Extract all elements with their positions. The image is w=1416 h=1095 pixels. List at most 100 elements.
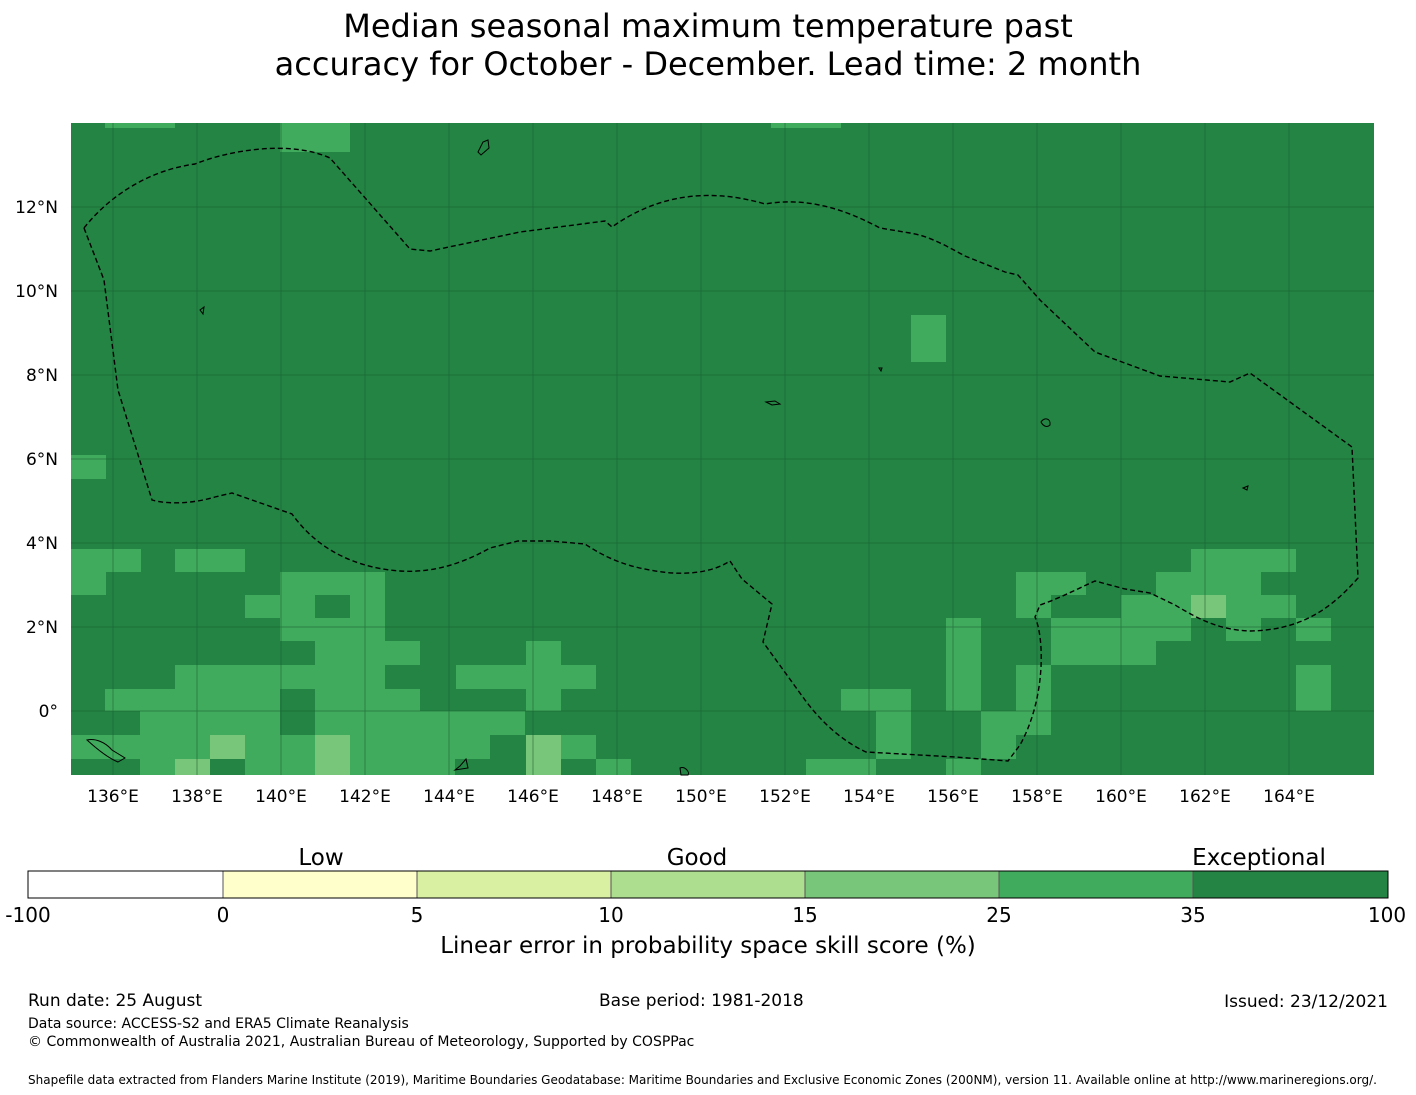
- y-tick-label: 6°N: [26, 450, 58, 470]
- x-tick-label: 158°E: [1011, 787, 1063, 807]
- colorbar-outline: [27, 870, 1389, 899]
- eez-boundary-north: [83, 147, 1359, 762]
- colorbar-tick-label: 10: [598, 903, 624, 927]
- colorbar-tick-label: 15: [792, 903, 818, 927]
- skill-cell: [526, 641, 561, 665]
- skill-cell: [1016, 572, 1086, 595]
- x-tick-label: 136°E: [87, 787, 139, 807]
- skill-cell: [315, 711, 525, 735]
- y-tick-label: 12°N: [15, 198, 58, 218]
- eez-boundary-png-edge: [83, 227, 105, 281]
- x-tick-label: 162°E: [1179, 787, 1231, 807]
- skill-cell: [140, 711, 280, 735]
- issued-date: Issued: 23/12/2021: [1224, 992, 1388, 1012]
- y-tick-label: 0°: [39, 702, 58, 722]
- colorbar-label: Linear error in probability space skill …: [440, 933, 976, 959]
- skill-cell: [140, 759, 175, 775]
- x-tick-label: 160°E: [1095, 787, 1147, 807]
- map-title-line-2: accuracy for October - December. Lead ti…: [274, 45, 1142, 83]
- skill-cell: [175, 759, 210, 775]
- skill-cell: [876, 711, 911, 759]
- skill-cell: [105, 123, 175, 128]
- skill-cell: [350, 595, 385, 618]
- skill-cell: [105, 689, 280, 711]
- skill-cell: [1051, 641, 1156, 665]
- colorbar-swatch: [28, 871, 223, 898]
- colorbar: [27, 870, 1389, 899]
- skill-cell: [280, 618, 385, 641]
- colorbar-category-low: Low: [298, 845, 344, 871]
- x-tick-label: 144°E: [423, 787, 475, 807]
- colorbar-category-exceptional: Exceptional: [1192, 845, 1326, 871]
- run-date: Run date: 25 August: [28, 991, 202, 1011]
- x-axis-ticks: 136°E 138°E 140°E 142°E 144°E 146°E 148°…: [87, 787, 1315, 807]
- skill-cell: [245, 595, 315, 618]
- colorbar-swatch: [611, 871, 805, 898]
- colorbar-tick-label: -100: [5, 903, 51, 927]
- y-tick-label: 10°N: [15, 282, 58, 302]
- colorbar-tick-label: 5: [410, 903, 424, 927]
- skill-cell: [946, 759, 981, 775]
- skill-cell: [1191, 549, 1296, 572]
- colorbar-swatch: [223, 871, 417, 898]
- skill-cell: [1226, 618, 1261, 641]
- x-tick-label: 164°E: [1263, 787, 1315, 807]
- coastline: [85, 139, 1249, 776]
- colorbar-swatch: [1193, 871, 1388, 898]
- y-tick-label: 8°N: [26, 366, 58, 386]
- skill-cell: [981, 735, 1016, 759]
- y-tick-label: 4°N: [26, 534, 58, 554]
- skill-cell: [315, 689, 420, 711]
- skill-cell: [1296, 618, 1331, 641]
- x-tick-label: 142°E: [339, 787, 391, 807]
- skill-cell: [981, 711, 1051, 735]
- map-panel: [71, 123, 1374, 776]
- skill-cell: [596, 759, 631, 775]
- x-tick-label: 146°E: [507, 787, 559, 807]
- colorbar-tick-label: 25: [986, 903, 1012, 927]
- skill-cell: [806, 759, 876, 775]
- skill-cell: [175, 549, 245, 572]
- skill-cell: [526, 689, 561, 711]
- x-tick-label: 138°E: [171, 787, 223, 807]
- skill-cell: [350, 735, 490, 759]
- x-tick-label: 154°E: [843, 787, 895, 807]
- colorbar-tick-label: 0: [216, 903, 230, 927]
- skill-cell: [1016, 665, 1051, 711]
- skill-cell: [280, 123, 350, 152]
- skill-cell: [841, 689, 911, 711]
- x-tick-label: 150°E: [675, 787, 727, 807]
- skill-cell: [71, 572, 106, 595]
- skill-cell: [71, 549, 141, 572]
- base-period: Base period: 1981-2018: [599, 991, 804, 1011]
- skill-cell: [946, 618, 981, 711]
- skill-cell: [1016, 595, 1051, 618]
- map-title-line-1: Median seasonal maximum temperature past: [343, 7, 1073, 45]
- skill-cell: [1226, 595, 1296, 618]
- skill-cell: [1296, 665, 1331, 711]
- colorbar-swatch: [417, 871, 611, 898]
- colorbar-tick-label: 35: [1180, 903, 1206, 927]
- skill-cell: [175, 665, 385, 689]
- skill-cell: [771, 123, 841, 128]
- data-source: Data source: ACCESS-S2 and ERA5 Climate …: [28, 1016, 409, 1032]
- skill-cell: [210, 735, 245, 759]
- copyright-notice: © Commonwealth of Australia 2021, Austra…: [28, 1034, 695, 1050]
- x-tick-label: 148°E: [591, 787, 643, 807]
- skill-cell: [315, 735, 350, 775]
- skill-cell: [456, 665, 596, 689]
- skill-cell: [911, 315, 946, 362]
- skill-cell: [561, 735, 596, 759]
- graticule: [71, 123, 1374, 775]
- skill-cells: [71, 123, 1331, 775]
- x-tick-label: 140°E: [255, 787, 307, 807]
- y-tick-label: 2°N: [26, 618, 58, 638]
- colorbar-category-good: Good: [666, 845, 728, 871]
- skill-cell: [1191, 595, 1226, 618]
- skill-cell: [280, 572, 385, 595]
- y-axis-ticks: 12°N 10°N 8°N 6°N 4°N 2°N 0°: [15, 198, 58, 722]
- skill-cell: [245, 735, 315, 759]
- colorbar-swatch: [805, 871, 999, 898]
- colorbar-swatch: [999, 871, 1193, 898]
